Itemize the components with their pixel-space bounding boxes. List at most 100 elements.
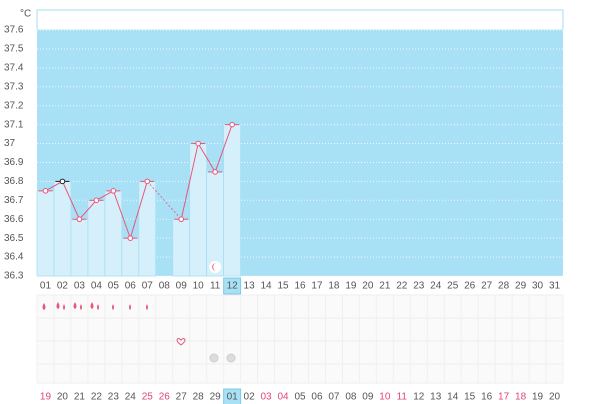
x-tick-label: 12 bbox=[227, 281, 239, 292]
temperature-point bbox=[195, 140, 201, 147]
date-label: 12 bbox=[413, 392, 425, 403]
y-tick-label: 36.4 bbox=[4, 252, 24, 263]
temperature-point bbox=[127, 235, 134, 241]
date-label: 15 bbox=[464, 392, 476, 403]
x-tick-label: 11 bbox=[210, 281, 221, 292]
x-tick-label: 26 bbox=[464, 281, 476, 292]
x-tick-label: 06 bbox=[125, 281, 137, 292]
x-tick-label: 21 bbox=[379, 281, 391, 292]
temperature-point bbox=[212, 169, 218, 175]
gap-connector bbox=[146, 181, 182, 220]
y-tick-label: 37.3 bbox=[4, 81, 24, 92]
temperature-bar bbox=[138, 180, 157, 277]
date-label: 02 bbox=[244, 392, 256, 403]
temperature-point bbox=[93, 197, 100, 204]
y-tick-label: 36.5 bbox=[4, 233, 24, 244]
date-label: 22 bbox=[91, 392, 103, 403]
date-label: 14 bbox=[447, 392, 459, 403]
moon-icon bbox=[212, 263, 217, 271]
date-label: 13 bbox=[430, 392, 442, 403]
y-tick-label: 37 bbox=[4, 138, 16, 149]
temperature-bar bbox=[223, 124, 242, 277]
temperature-bar bbox=[104, 190, 123, 277]
date-label: 07 bbox=[328, 392, 340, 403]
date-label: 01 bbox=[227, 392, 239, 403]
plot-background bbox=[37, 30, 563, 276]
temperature-bar bbox=[206, 171, 225, 277]
y-tick-label: 37.2 bbox=[4, 100, 24, 111]
date-label: 04 bbox=[277, 392, 289, 403]
temperature-bar bbox=[87, 199, 106, 277]
y-tick-label: 36.9 bbox=[4, 157, 24, 168]
date-label: 11 bbox=[397, 392, 408, 403]
temperature-point bbox=[42, 188, 49, 194]
x-tick-label: 30 bbox=[532, 281, 544, 292]
temperature-bar bbox=[70, 218, 89, 277]
date-label: 26 bbox=[159, 392, 171, 403]
x-tick-label: 19 bbox=[345, 281, 357, 292]
plot-top-band bbox=[36, 9, 564, 31]
x-tick-label: 16 bbox=[294, 281, 306, 292]
date-label: 23 bbox=[108, 392, 120, 403]
x-tick-label: 18 bbox=[328, 281, 340, 292]
x-tick-label: 27 bbox=[481, 281, 493, 292]
x-tick-label: 09 bbox=[176, 281, 188, 292]
date-label: 03 bbox=[261, 392, 273, 403]
x-tick-label: 15 bbox=[277, 281, 289, 292]
temperature-point bbox=[229, 121, 235, 128]
x-tick-label: 20 bbox=[362, 281, 374, 292]
date-label: 18 bbox=[515, 392, 527, 403]
temperature-bar bbox=[189, 143, 208, 277]
date-label: 06 bbox=[311, 392, 323, 403]
date-label: 27 bbox=[176, 392, 188, 403]
x-tick-label: 02 bbox=[57, 281, 69, 292]
date-label: 21 bbox=[74, 392, 86, 403]
x-tick-label: 13 bbox=[244, 281, 256, 292]
y-tick-label: 36.7 bbox=[4, 195, 24, 206]
x-tick-label: 24 bbox=[430, 281, 442, 292]
date-label: 28 bbox=[193, 392, 205, 403]
date-label: 19 bbox=[40, 392, 52, 403]
moon-bg bbox=[209, 261, 222, 273]
grid-bg bbox=[37, 295, 563, 383]
x-tick-label: 28 bbox=[498, 281, 510, 292]
date-label: 20 bbox=[57, 392, 69, 403]
date-label: 05 bbox=[294, 392, 306, 403]
date-label: 08 bbox=[345, 392, 357, 403]
date-label: 29 bbox=[210, 392, 222, 403]
x-tick-label: 01 bbox=[40, 281, 52, 292]
x-tick-label: 31 bbox=[549, 281, 561, 292]
date-label: 19 bbox=[532, 392, 544, 403]
date-label: 17 bbox=[498, 392, 510, 403]
x-tick-label: 22 bbox=[396, 281, 408, 292]
y-tick-label: 36.8 bbox=[4, 176, 24, 187]
temperature-bar bbox=[121, 237, 140, 277]
date-label: 24 bbox=[125, 392, 137, 403]
x-tick-label: 23 bbox=[413, 281, 425, 292]
date-label: 20 bbox=[549, 392, 561, 403]
temperature-bar bbox=[172, 218, 191, 277]
x-tick-label: 03 bbox=[74, 281, 86, 292]
x-tick-label: 29 bbox=[515, 281, 527, 292]
y-tick-label: 36.3 bbox=[4, 271, 24, 282]
y-tick-label: 36.6 bbox=[4, 214, 24, 225]
y-tick-label: 37.6 bbox=[4, 25, 24, 36]
record-grid bbox=[36, 294, 564, 384]
x-tick-label: 17 bbox=[311, 281, 323, 292]
date-label: 25 bbox=[142, 392, 154, 403]
temperature-point bbox=[178, 216, 185, 223]
date-label: 16 bbox=[481, 392, 493, 403]
temperature-point bbox=[110, 188, 117, 194]
x-tick-label: 10 bbox=[193, 281, 205, 292]
record-icons bbox=[42, 302, 236, 363]
date-label: 10 bbox=[379, 392, 391, 403]
y-tick-label: 37.4 bbox=[4, 62, 24, 73]
unit-label: °C bbox=[20, 9, 31, 20]
x-tick-label: 07 bbox=[142, 281, 154, 292]
selected-date bbox=[223, 388, 242, 404]
x-tick-label: 25 bbox=[447, 281, 459, 292]
date-label: 09 bbox=[362, 392, 374, 403]
temperature-point bbox=[76, 216, 83, 223]
